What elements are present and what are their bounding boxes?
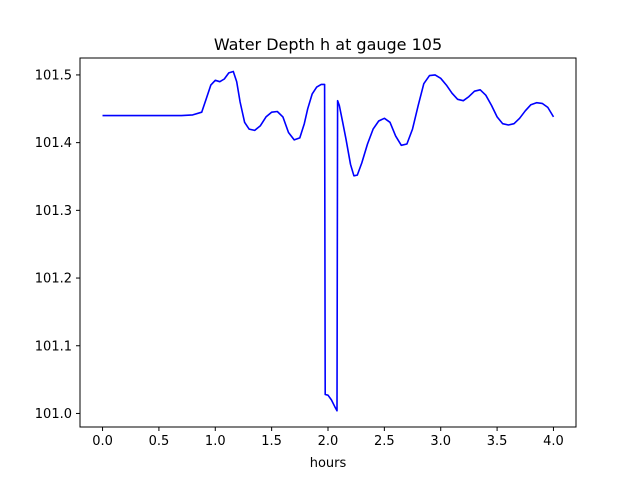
plot-area — [79, 57, 577, 428]
y-tick-label: 101.1 — [35, 339, 72, 354]
y-tick-label: 101.2 — [35, 272, 72, 287]
y-tick-label: 101.4 — [35, 136, 72, 151]
y-tick-label: 101.3 — [35, 204, 72, 219]
x-tick-label: 0.5 — [149, 434, 170, 449]
y-axis: 101.0 101.1 101.2 101.3 101.4 101.5 — [35, 68, 80, 422]
y-tick-label: 101.0 — [35, 407, 72, 422]
x-tick-label: 3.0 — [430, 434, 451, 449]
x-tick-label: 1.0 — [205, 434, 226, 449]
series-line-0 — [102, 70, 555, 412]
x-tick-label: 0.0 — [92, 434, 113, 449]
x-axis: 0.0 0.5 1.0 1.5 2.0 2.5 3.0 3.5 4.0 — [92, 427, 564, 449]
x-tick-label: 1.5 — [261, 434, 282, 449]
y-tick-label: 101.5 — [35, 68, 72, 83]
series-layer — [102, 70, 555, 412]
chart-title: Water Depth h at gauge 105 — [214, 35, 442, 54]
x-tick-label: 4.0 — [543, 434, 564, 449]
x-tick-label: 2.0 — [318, 434, 339, 449]
x-tick-label: 2.5 — [374, 434, 395, 449]
x-tick-label: 3.5 — [487, 434, 508, 449]
x-axis-label: hours — [310, 456, 347, 471]
